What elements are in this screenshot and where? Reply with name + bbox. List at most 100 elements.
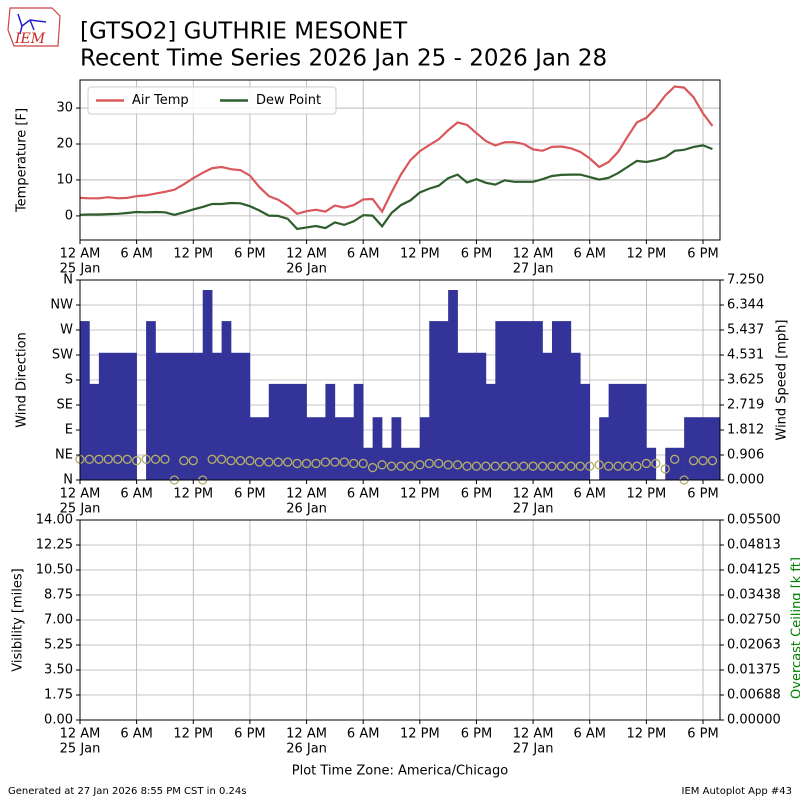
point xyxy=(519,461,529,471)
point xyxy=(235,456,246,466)
y-tick-label: N xyxy=(63,473,73,488)
point xyxy=(556,461,567,471)
bar xyxy=(448,290,458,480)
bar xyxy=(533,321,543,480)
y2-tick-label: 0.05500 xyxy=(727,513,781,528)
point xyxy=(585,461,595,471)
series-line xyxy=(80,144,713,231)
x-tick-sublabel: 26 Jan xyxy=(286,262,327,277)
logo-outline xyxy=(7,7,61,47)
point xyxy=(566,461,576,471)
point xyxy=(226,456,236,466)
y2-tick-label: 7.250 xyxy=(727,273,764,288)
point xyxy=(160,454,170,464)
y2-tick-label: 2.719 xyxy=(727,398,764,413)
x-tick-label: 6 AM xyxy=(120,487,153,502)
bar xyxy=(127,352,137,480)
bar xyxy=(353,383,364,480)
bar xyxy=(561,321,572,480)
bar xyxy=(485,383,496,480)
point xyxy=(434,458,444,469)
bar xyxy=(108,352,119,480)
y-tick-label: 10.50 xyxy=(36,563,73,578)
bar xyxy=(249,417,260,480)
point xyxy=(537,461,548,471)
x-tick-label: 6 AM xyxy=(347,487,380,502)
x-tick-label: 12 AM xyxy=(513,727,554,742)
y-tick-label: 1.75 xyxy=(44,688,73,703)
point xyxy=(415,460,425,470)
point xyxy=(84,454,95,464)
x-tick-label: 12 PM xyxy=(173,487,213,502)
point xyxy=(528,461,538,471)
bar xyxy=(410,447,421,480)
y-tick-label: N xyxy=(63,273,73,288)
bar xyxy=(117,352,128,480)
plot-area xyxy=(80,520,720,720)
y-tick-label: 14.00 xyxy=(36,513,73,528)
x-tick-label: 6 AM xyxy=(573,727,606,742)
legend-box xyxy=(87,86,337,115)
y-tick-label: NE xyxy=(55,448,73,463)
y2-tick-label: 0.02750 xyxy=(727,613,781,628)
y2-tick-label: 4.531 xyxy=(727,348,764,363)
x-tick-sublabel: 27 Jan xyxy=(513,502,554,517)
point xyxy=(452,460,463,470)
bar xyxy=(306,417,317,480)
logo-text: IEM xyxy=(14,31,46,47)
bar xyxy=(438,321,449,480)
x-tick-sublabel: 27 Jan xyxy=(513,742,554,757)
bar xyxy=(674,447,685,480)
logo-network xyxy=(17,13,47,35)
point xyxy=(273,457,283,467)
bar xyxy=(457,352,468,480)
bar xyxy=(476,352,487,480)
point xyxy=(651,458,661,469)
x-axis-label: Plot Time Zone: America/Chicago xyxy=(292,764,508,779)
bar xyxy=(240,352,251,480)
point xyxy=(670,454,680,464)
x-tick-label: 12 AM xyxy=(286,487,327,502)
point xyxy=(509,461,519,471)
bar xyxy=(259,417,270,480)
point xyxy=(688,456,699,466)
subtitle: Recent Time Series 2026 Jan 25 - 2026 Ja… xyxy=(80,46,607,72)
point xyxy=(216,454,227,464)
x-tick-label: 12 PM xyxy=(400,727,440,742)
y2-tick-label: 0.03438 xyxy=(727,588,781,603)
point xyxy=(349,458,359,469)
bar xyxy=(382,447,392,480)
bar xyxy=(174,352,185,480)
bar xyxy=(155,352,166,480)
point xyxy=(443,460,453,470)
bar xyxy=(467,352,477,480)
y2-tick-label: 0.00688 xyxy=(727,688,781,703)
bar xyxy=(618,383,628,480)
point xyxy=(264,457,274,467)
y2-tick-label: 0.02063 xyxy=(727,638,781,653)
point xyxy=(188,456,198,466)
x-tick-label: 6 PM xyxy=(234,487,265,502)
point xyxy=(179,456,189,466)
y-tick-label: 3.50 xyxy=(44,663,73,678)
x-tick-sublabel: 25 Jan xyxy=(60,262,101,277)
bar xyxy=(542,352,553,480)
point xyxy=(113,454,123,464)
bar xyxy=(400,447,411,480)
y-axis-label: Temperature [F] xyxy=(15,108,30,213)
point xyxy=(358,458,368,469)
y2-tick-label: 0.01375 xyxy=(727,663,781,678)
point xyxy=(254,457,265,467)
point xyxy=(575,461,585,471)
y-axis-label: Wind Direction xyxy=(15,332,30,428)
y-tick-label: SE xyxy=(57,398,73,413)
y-tick-label: W xyxy=(60,323,73,338)
bar xyxy=(495,321,506,480)
point xyxy=(641,458,652,469)
y-tick-label: 12.25 xyxy=(36,538,73,553)
bar xyxy=(325,383,336,480)
bar xyxy=(80,321,90,480)
bar xyxy=(98,352,109,480)
point xyxy=(245,456,255,466)
